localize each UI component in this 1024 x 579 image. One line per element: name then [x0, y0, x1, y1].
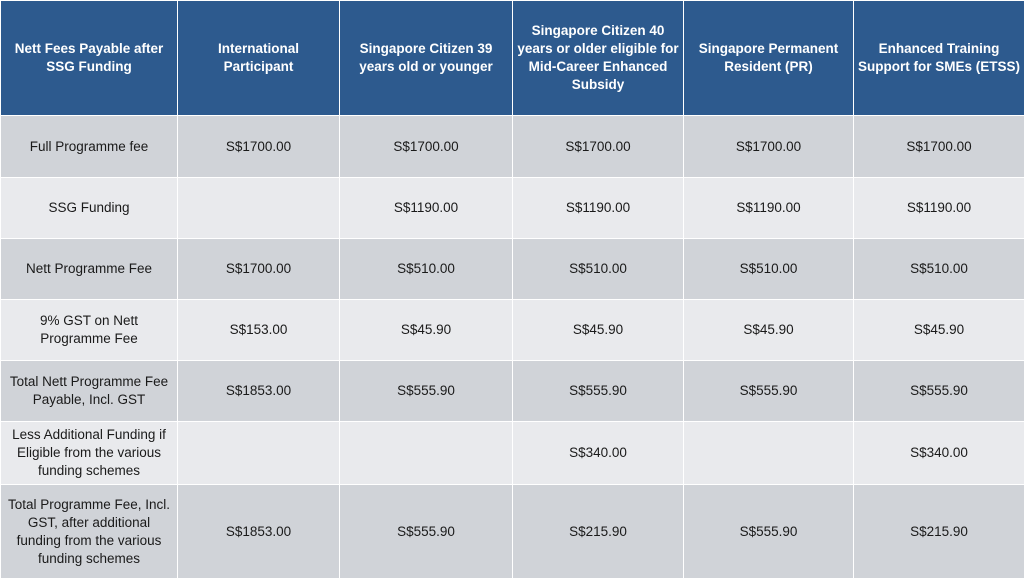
- table-cell: S$340.00: [513, 422, 684, 485]
- table-row: Nett Programme Fee S$1700.00 S$510.00 S$…: [1, 239, 1024, 300]
- row-label: Full Programme fee: [1, 116, 178, 178]
- table-row: Total Nett Programme Fee Payable, Incl. …: [1, 361, 1024, 422]
- table-cell: S$1700.00: [854, 116, 1024, 178]
- table-row: Less Additional Funding if Eligible from…: [1, 422, 1024, 485]
- table-cell: S$510.00: [684, 239, 854, 300]
- table-cell: S$45.90: [684, 300, 854, 361]
- table-cell: S$555.90: [684, 485, 854, 579]
- table-cell: S$45.90: [513, 300, 684, 361]
- row-label: Total Nett Programme Fee Payable, Incl. …: [1, 361, 178, 422]
- header-row: Nett Fees Payable after SSG Funding Inte…: [1, 1, 1024, 116]
- table-cell: S$45.90: [854, 300, 1024, 361]
- header-cell-international: International Participant: [178, 1, 340, 116]
- row-label: SSG Funding: [1, 178, 178, 239]
- table-cell: S$510.00: [854, 239, 1024, 300]
- table-cell: S$1700.00: [340, 116, 513, 178]
- table-cell: S$555.90: [854, 361, 1024, 422]
- table-cell: S$1700.00: [684, 116, 854, 178]
- header-cell-etss: Enhanced Training Support for SMEs (ETSS…: [854, 1, 1024, 116]
- header-cell-citizen-39-younger: Singapore Citizen 39 years old or younge…: [340, 1, 513, 116]
- table-cell: S$510.00: [513, 239, 684, 300]
- table-cell: S$1700.00: [513, 116, 684, 178]
- table-cell: [178, 422, 340, 485]
- header-cell-category: Nett Fees Payable after SSG Funding: [1, 1, 178, 116]
- table-cell: S$340.00: [854, 422, 1024, 485]
- table-cell: S$1190.00: [340, 178, 513, 239]
- table-cell: S$1853.00: [178, 361, 340, 422]
- row-label: Nett Programme Fee: [1, 239, 178, 300]
- table-cell: S$555.90: [340, 485, 513, 579]
- table-cell: S$45.90: [340, 300, 513, 361]
- row-label: Less Additional Funding if Eligible from…: [1, 422, 178, 485]
- table-cell: [178, 178, 340, 239]
- table-row: Full Programme fee S$1700.00 S$1700.00 S…: [1, 116, 1024, 178]
- row-label: Total Programme Fee, Incl. GST, after ad…: [1, 485, 178, 579]
- table-cell: S$1190.00: [854, 178, 1024, 239]
- table-row: SSG Funding S$1190.00 S$1190.00 S$1190.0…: [1, 178, 1024, 239]
- table-cell: S$510.00: [340, 239, 513, 300]
- table-cell: S$153.00: [178, 300, 340, 361]
- table-cell: S$1190.00: [513, 178, 684, 239]
- header-cell-citizen-40-older: Singapore Citizen 40 years or older elig…: [513, 1, 684, 116]
- header-cell-permanent-resident: Singapore Permanent Resident (PR): [684, 1, 854, 116]
- table-row: 9% GST on Nett Programme Fee S$153.00 S$…: [1, 300, 1024, 361]
- table-cell: S$1190.00: [684, 178, 854, 239]
- table-cell: S$1700.00: [178, 116, 340, 178]
- table-cell: S$215.90: [513, 485, 684, 579]
- row-label: 9% GST on Nett Programme Fee: [1, 300, 178, 361]
- table-cell: S$555.90: [513, 361, 684, 422]
- table-cell: S$1853.00: [178, 485, 340, 579]
- table-row: Total Programme Fee, Incl. GST, after ad…: [1, 485, 1024, 579]
- table-cell: [340, 422, 513, 485]
- table-cell: [684, 422, 854, 485]
- table-cell: S$555.90: [340, 361, 513, 422]
- table-cell: S$1700.00: [178, 239, 340, 300]
- table-cell: S$555.90: [684, 361, 854, 422]
- table-cell: S$215.90: [854, 485, 1024, 579]
